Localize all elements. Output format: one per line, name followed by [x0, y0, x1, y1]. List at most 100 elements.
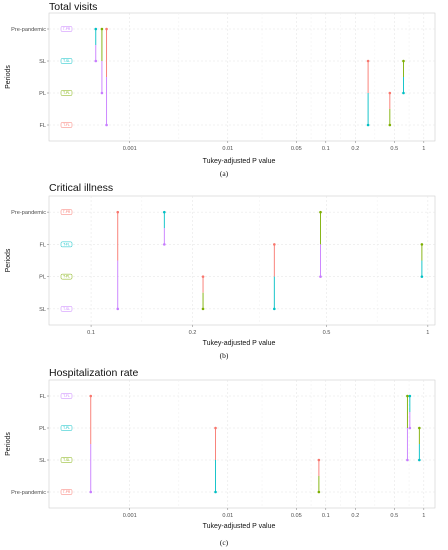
legend-label: T-SL	[63, 458, 70, 462]
x-tick-label: 0.5	[390, 513, 398, 519]
x-tick-label: 0.5	[390, 146, 398, 152]
segment-point	[406, 458, 409, 462]
x-tick-label: 0.01	[222, 513, 233, 519]
x-tick-label: 1	[422, 146, 425, 152]
segment-point	[116, 307, 120, 311]
segment-point	[89, 394, 93, 398]
legend-box	[60, 58, 73, 64]
x-tick-label: 1	[422, 513, 425, 519]
y-tick-label: PL	[39, 275, 46, 281]
y-tick-label: FL	[39, 394, 46, 400]
segment-point	[100, 91, 104, 95]
segment-point	[89, 490, 93, 494]
segment-point	[402, 59, 405, 63]
x-tick-label: 0.1	[87, 330, 95, 336]
chart-panel-3: 0.001 0.01 0.05 0.1 0.2 0.5 1 FL PL SL Pre-pandemi…	[5, 367, 436, 547]
x-tick-label: 0.001	[123, 146, 137, 152]
x-axis-title: Tukey-adjusted P value	[203, 523, 276, 530]
segment-point	[388, 91, 392, 95]
chart-title: Total visits	[49, 1, 97, 13]
segment-point	[406, 394, 409, 398]
legend-label: T-FL	[63, 123, 70, 127]
legend-label: T-PR	[63, 490, 71, 494]
legend-box	[60, 489, 73, 495]
legend-label: T-SL	[63, 59, 70, 63]
plot-area	[48, 12, 436, 142]
x-tick-label: 0.1	[322, 146, 330, 152]
legend-label: T-PL	[63, 426, 70, 430]
x-axis-title: Tukey-adjusted P value	[203, 340, 276, 347]
legend-box	[60, 241, 73, 248]
segment-point	[100, 27, 104, 31]
y-tick-label: FL	[39, 242, 46, 248]
segment-point	[163, 243, 166, 246]
legend-box	[60, 26, 73, 32]
segment-point	[420, 275, 424, 278]
segment-point	[273, 243, 276, 246]
y-tick-label: PL	[39, 426, 46, 432]
x-tick-label: 0.01	[222, 146, 233, 152]
segment-point	[214, 490, 217, 494]
segment-point	[420, 243, 424, 246]
legend-label: T-PL	[63, 91, 70, 95]
x-tick-label: 0.2	[351, 146, 359, 152]
y-tick-label: Pre-pandemic	[11, 490, 46, 496]
x-tick-label: 1	[426, 330, 429, 336]
x-tick-label: 0.2	[189, 330, 197, 336]
segment-point	[408, 426, 412, 430]
subfigure-label: (a)	[220, 169, 229, 178]
segment-point	[319, 275, 322, 278]
y-tick-label: PL	[39, 91, 46, 97]
segment-point	[105, 27, 108, 31]
legend-label: T-PL	[63, 275, 70, 279]
chart-panel-2: 0.1 0.2 0.5 1 Pre-pandemic FL PL SL T-PR T-FL T-PL…	[5, 182, 436, 360]
segment-point	[366, 123, 370, 127]
y-tick-label: FL	[39, 123, 46, 129]
segment-point	[317, 490, 321, 494]
x-axis-title: Tukey-adjusted P value	[203, 158, 276, 165]
segment-point	[273, 307, 276, 311]
segment-point	[94, 27, 98, 31]
segment-point	[366, 59, 370, 63]
y-tick-label: SL	[39, 307, 46, 313]
y-tick-label: SL	[39, 59, 46, 65]
subfigure-label: (c)	[220, 538, 229, 547]
plot-area	[48, 379, 436, 509]
legend-label: T-PR	[63, 27, 71, 31]
y-tick-label: Pre-pandemic	[11, 27, 46, 33]
legend-label: T-SL	[63, 307, 70, 311]
x-tick-label: 0.2	[351, 513, 359, 519]
x-tick-label: 0.001	[123, 513, 137, 519]
chart-title: Hospitalization rate	[49, 367, 138, 379]
segment-point	[402, 91, 405, 95]
segment-point	[94, 59, 98, 63]
y-axis-title: Periods	[5, 432, 12, 456]
segment-point	[317, 458, 321, 462]
legend-box	[60, 306, 73, 312]
x-tick-label: 0.05	[291, 146, 302, 152]
legend-box	[60, 393, 73, 399]
y-tick-label: Pre-pandemic	[11, 210, 46, 216]
segment-point	[201, 307, 205, 311]
y-tick-label: SL	[39, 458, 46, 464]
legend-box	[60, 122, 73, 128]
legend-label: T-PR	[63, 210, 71, 214]
x-tick-label: 0.5	[323, 330, 331, 336]
segment-point	[418, 426, 421, 430]
segment-point	[418, 458, 421, 462]
legend-box	[60, 273, 73, 280]
segment-point	[105, 123, 108, 127]
segment-point	[163, 210, 166, 214]
plot-area	[48, 195, 436, 326]
segment-point	[201, 275, 205, 278]
segment-point	[408, 394, 412, 398]
y-axis-title: Periods	[5, 248, 12, 272]
segment-point	[319, 210, 322, 214]
segment-point	[388, 123, 392, 127]
chart-panel-1: 0.001 0.01 0.05 0.1 0.2 0.5 1 Pre-pandemic SL PL F…	[5, 1, 436, 178]
subfigure-label: (b)	[220, 351, 229, 360]
legend-box	[60, 90, 73, 96]
legend-box	[60, 425, 73, 431]
segment-point	[214, 426, 217, 430]
